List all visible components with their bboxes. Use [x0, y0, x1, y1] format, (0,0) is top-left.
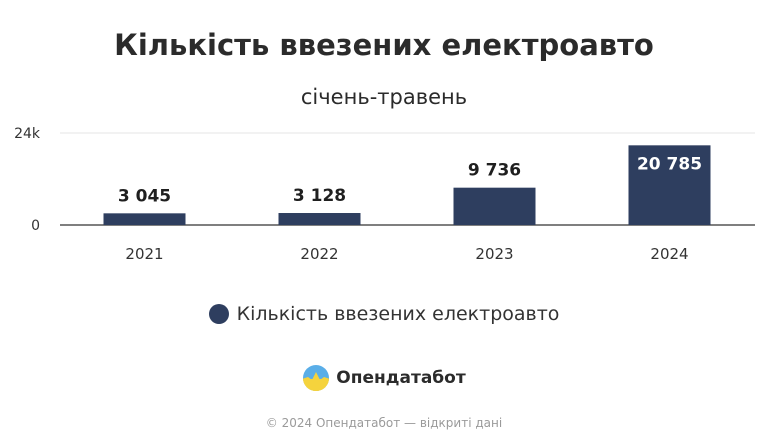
- opendatabot-logo-icon: [303, 365, 330, 391]
- chart-title: Кількість ввезених електроавто: [114, 28, 654, 62]
- value-label-2021: 3 045: [118, 186, 171, 206]
- x-tick-label-2024: 2024: [650, 245, 688, 263]
- bar-2024[interactable]: [628, 145, 711, 225]
- y-tick-label: 0: [31, 218, 40, 234]
- footer-copyright: © 2024 Опендатабот — відкриті дані: [265, 416, 503, 430]
- value-label-2024: 20 785: [637, 154, 702, 174]
- x-tick-label-2022: 2022: [300, 245, 338, 263]
- chart-legend[interactable]: Кількість ввезених електроавто: [0, 303, 768, 325]
- brand-name: Опендатабот: [336, 368, 466, 388]
- x-tick-label-2023: 2023: [475, 245, 513, 263]
- bar-2022[interactable]: [278, 213, 361, 225]
- value-label-2023: 9 736: [468, 161, 521, 181]
- x-tick-label-2021: 2021: [125, 245, 163, 263]
- value-label-2022: 3 128: [293, 186, 346, 206]
- bar-chart: 0 24k 3 045 2021 3 128 2022 9 736 2023 20 785 202…: [14, 126, 755, 263]
- y-tick-label: 24k: [14, 126, 41, 142]
- brand-block: Опендатабот: [0, 364, 768, 392]
- legend-swatch: [208, 304, 229, 324]
- bar-2023[interactable]: [453, 187, 536, 225]
- bar-2021[interactable]: [103, 213, 186, 225]
- legend-label: Кількість ввезених електроавто: [236, 303, 560, 325]
- chart-subtitle: січень-травень: [300, 85, 468, 109]
